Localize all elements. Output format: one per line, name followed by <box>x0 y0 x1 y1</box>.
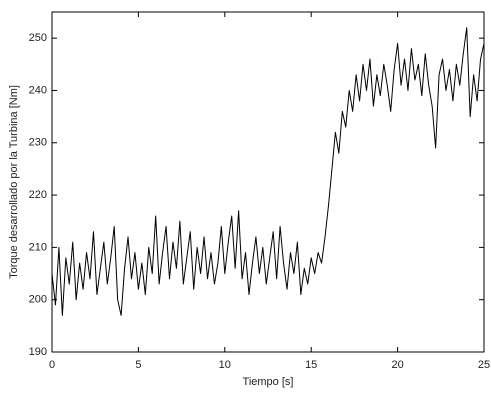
plot-box <box>51 11 485 353</box>
y-axis-label: Torque desarrollado por la Turbina [Nm] <box>8 85 20 279</box>
y-tick-label: 220 <box>29 189 47 201</box>
data-line <box>51 27 485 316</box>
y-tick-label: 250 <box>29 32 47 44</box>
y-tick-label: 210 <box>29 241 47 253</box>
y-tick-label: 200 <box>29 294 47 306</box>
x-axis-label: Tiempo [s] <box>243 376 294 388</box>
y-tick-label: 190 <box>29 346 47 358</box>
x-tick-label: 15 <box>305 359 317 371</box>
y-tick-label: 230 <box>29 137 47 149</box>
x-tick-label: 0 <box>49 359 55 371</box>
x-tick-label: 5 <box>135 359 141 371</box>
x-tick-label: 20 <box>391 359 403 371</box>
y-tick-label: 240 <box>29 84 47 96</box>
x-tick-label: 25 <box>478 359 490 371</box>
x-tick-label: 10 <box>219 359 231 371</box>
